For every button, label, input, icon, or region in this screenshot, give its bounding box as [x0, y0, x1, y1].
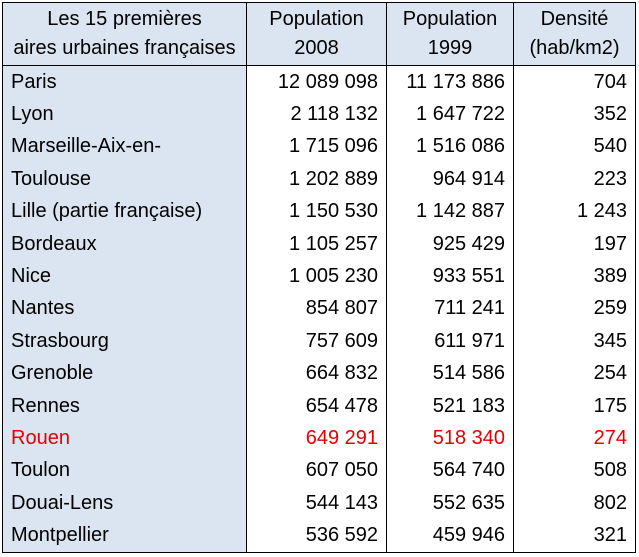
- pop2008-cell: 1 105 257: [246, 227, 387, 261]
- table-row: Nice 1 005 230 933 551 389: [2, 260, 636, 293]
- city-cell: Nantes: [2, 292, 247, 326]
- pop1999-cell: 552 635: [386, 487, 514, 520]
- city-cell: Douai-Lens: [2, 487, 247, 520]
- header-city-line1: Les 15 premières: [47, 8, 202, 30]
- table-row: Nantes 854 807 711 241 259: [2, 292, 636, 326]
- header-pop1999: Population 1999: [386, 2, 514, 66]
- city-cell: Rennes: [2, 389, 247, 423]
- pop1999-cell: 611 971: [386, 325, 514, 358]
- density-cell: 345: [513, 325, 636, 358]
- table-row: Rennes 654 478 521 183 175: [2, 389, 636, 423]
- pop1999-cell: 459 946: [386, 519, 514, 554]
- table-row: Douai-Lens 544 143 552 635 802: [2, 487, 636, 520]
- density-cell: 259: [513, 292, 636, 326]
- city-cell: Rouen: [2, 422, 247, 455]
- density-cell: 321: [513, 519, 636, 554]
- pop2008-cell: 2 118 132: [246, 98, 387, 131]
- pop2008-cell: 654 478: [246, 389, 387, 423]
- city-cell: Toulouse: [2, 163, 247, 196]
- density-cell: 274: [513, 422, 636, 455]
- density-cell: 508: [513, 454, 636, 488]
- table-row: Montpellier 536 592 459 946 321: [2, 519, 636, 554]
- density-cell: 352: [513, 98, 636, 131]
- table-row: Paris 12 089 098 11 173 886 704: [2, 65, 636, 99]
- city-cell: Nice: [2, 260, 247, 293]
- density-cell: 540: [513, 130, 636, 164]
- pop1999-cell: 1 647 722: [386, 98, 514, 131]
- pop1999-cell: 564 740: [386, 454, 514, 488]
- pop1999-cell: 925 429: [386, 227, 514, 261]
- header-row: Les 15 premières aires urbaines français…: [2, 2, 636, 66]
- pop1999-cell: 711 241: [386, 292, 514, 326]
- table-row: Grenoble 664 832 514 586 254: [2, 357, 636, 390]
- header-pop1999-line1: Population: [402, 8, 498, 30]
- header-density-line2: (hab/km2): [529, 37, 620, 59]
- city-cell: Montpellier: [2, 519, 247, 554]
- header-pop2008-line2: 2008: [294, 37, 339, 59]
- city-cell: Marseille-Aix-en-: [2, 130, 247, 164]
- density-cell: 389: [513, 260, 636, 293]
- pop2008-cell: 12 089 098: [246, 65, 387, 99]
- pop1999-cell: 1 516 086: [386, 130, 514, 164]
- density-cell: 704: [513, 65, 636, 99]
- pop2008-cell: 1 202 889: [246, 163, 387, 196]
- table-row: Bordeaux 1 105 257 925 429 197: [2, 227, 636, 261]
- pop2008-cell: 544 143: [246, 487, 387, 520]
- header-pop1999-line2: 1999: [427, 37, 473, 59]
- density-cell: 1 243: [513, 195, 636, 228]
- pop1999-cell: 521 183: [386, 389, 514, 423]
- table-row: Toulon 607 050 564 740 508: [2, 454, 636, 488]
- header-city: Les 15 premières aires urbaines français…: [2, 2, 247, 66]
- city-cell: Grenoble: [2, 357, 247, 390]
- city-cell: Bordeaux: [2, 227, 247, 261]
- pop2008-cell: 607 050: [246, 454, 387, 488]
- table-row: Marseille-Aix-en- 1 715 096 1 516 086 540: [2, 130, 636, 164]
- pop1999-cell: 11 173 886: [386, 65, 514, 99]
- density-cell: 175: [513, 389, 636, 423]
- header-pop2008: Population 2008: [246, 2, 387, 66]
- pop2008-cell: 1 005 230: [246, 260, 387, 293]
- pop1999-cell: 518 340: [386, 422, 514, 455]
- pop2008-cell: 1 715 096: [246, 130, 387, 164]
- city-cell: Toulon: [2, 454, 247, 488]
- city-cell: Strasbourg: [2, 325, 247, 358]
- table-row: Lyon 2 118 132 1 647 722 352: [2, 98, 636, 131]
- city-cell: Lyon: [2, 98, 247, 131]
- pop2008-cell: 536 592: [246, 519, 387, 554]
- header-city-line2: aires urbaines françaises: [13, 37, 236, 59]
- header-density-line1: Densité: [540, 8, 609, 30]
- density-cell: 197: [513, 227, 636, 261]
- pop1999-cell: 964 914: [386, 163, 514, 196]
- pop2008-cell: 649 291: [246, 422, 387, 455]
- density-cell: 223: [513, 163, 636, 196]
- density-cell: 254: [513, 357, 636, 390]
- pop1999-cell: 514 586: [386, 357, 514, 390]
- table-row: Toulouse 1 202 889 964 914 223: [2, 163, 636, 196]
- pop2008-cell: 664 832: [246, 357, 387, 390]
- header-density: Densité (hab/km2): [513, 2, 636, 66]
- density-cell: 802: [513, 487, 636, 520]
- table-row: Lille (partie française) 1 150 530 1 142 8…: [2, 195, 636, 228]
- table-row: Rouen 649 291 518 340 274: [2, 422, 636, 455]
- pop2008-cell: 757 609: [246, 325, 387, 358]
- table-row: Strasbourg 757 609 611 971 345: [2, 325, 636, 358]
- header-pop2008-line1: Population: [269, 8, 364, 30]
- pop2008-cell: 1 150 530: [246, 195, 387, 228]
- pop1999-cell: 1 142 887: [386, 195, 514, 228]
- city-cell: Paris: [2, 65, 247, 99]
- pop2008-cell: 854 807: [246, 292, 387, 326]
- pop1999-cell: 933 551: [386, 260, 514, 293]
- table-body: Paris 12 089 098 11 173 886 704 Lyon 2 118 13…: [2, 65, 636, 554]
- city-cell: Lille (partie française): [2, 195, 247, 228]
